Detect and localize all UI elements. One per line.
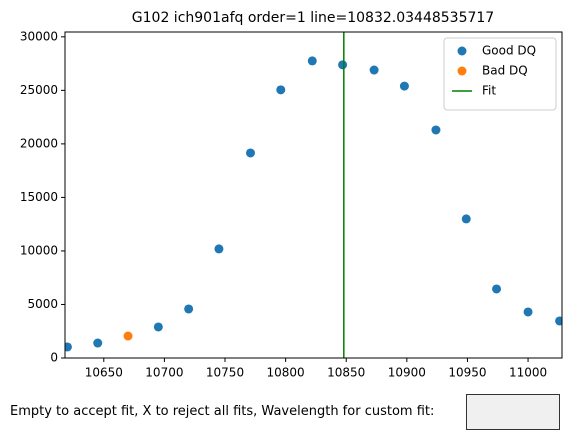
- point: [184, 304, 194, 314]
- point: [245, 148, 255, 158]
- point: [153, 322, 163, 332]
- y-tick-label: 20000: [20, 136, 58, 150]
- x-tick-label: 10700: [145, 366, 183, 380]
- y-tick-label: 10000: [20, 243, 58, 257]
- point: [214, 244, 224, 254]
- point: [431, 125, 441, 135]
- point: [399, 81, 409, 91]
- point: [492, 284, 502, 294]
- y-tick-label: 15000: [20, 190, 58, 204]
- legend-label: Good DQ: [482, 44, 536, 58]
- point: [338, 60, 348, 70]
- point: [369, 65, 379, 75]
- x-tick-label: 10650: [85, 366, 123, 380]
- x-tick-label: 10850: [327, 366, 365, 380]
- point: [65, 342, 72, 352]
- x-tick-label: 10950: [448, 366, 486, 380]
- y-tick-label: 30000: [20, 29, 58, 43]
- point: [461, 214, 471, 224]
- point: [276, 85, 286, 95]
- point: [123, 331, 133, 341]
- y-tick-label: 0: [50, 351, 58, 365]
- x-tick-label: 10750: [206, 366, 244, 380]
- x-tick-label: 10800: [267, 366, 305, 380]
- legend-swatch: [457, 66, 467, 76]
- legend-label: Bad DQ: [482, 64, 528, 78]
- point: [93, 338, 103, 348]
- x-tick-label: 10900: [388, 366, 426, 380]
- point: [523, 307, 533, 317]
- chart: G102 ich901afq order=1 line=10832.034485…: [20, 10, 563, 380]
- y-tick-label: 25000: [20, 83, 58, 97]
- plot-area: [65, 32, 562, 358]
- chart-title: G102 ich901afq order=1 line=10832.034485…: [132, 10, 494, 26]
- legend-box: [443, 37, 557, 111]
- point: [307, 56, 317, 66]
- y-tick-label: 5000: [27, 297, 58, 311]
- prompt-label: Empty to accept fit, X to reject all fit…: [10, 404, 435, 419]
- point: [555, 316, 562, 326]
- axes-frame: [64, 31, 563, 359]
- x-tick-label: 11000: [509, 366, 547, 380]
- text-input[interactable]: [466, 394, 560, 430]
- legend-label: Fit: [482, 84, 496, 98]
- legend-swatch: [457, 46, 467, 56]
